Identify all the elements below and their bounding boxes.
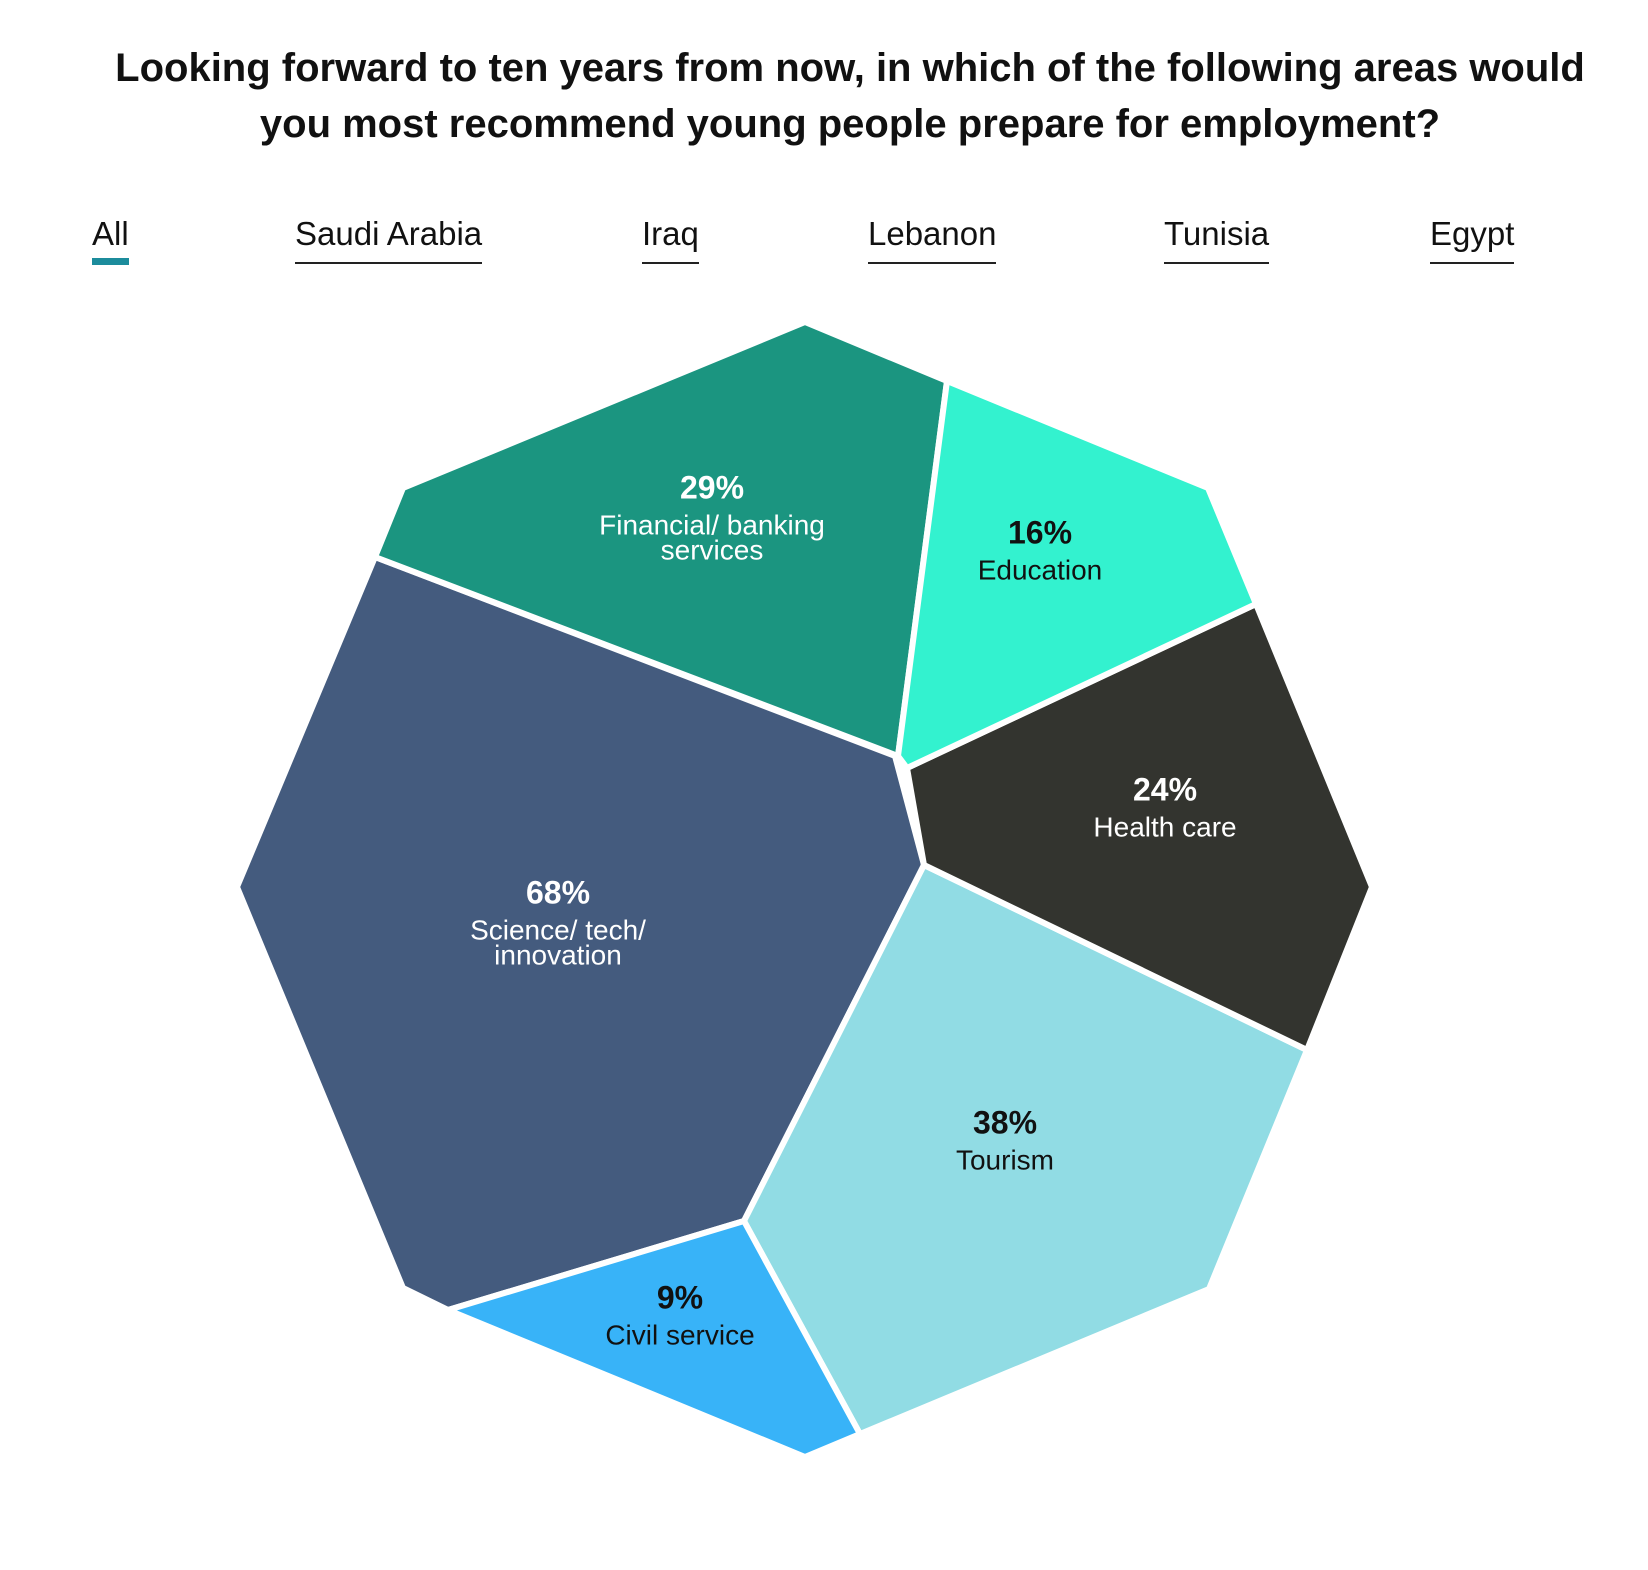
value-label-science-tech-innovation: 68% [526, 874, 590, 910]
category-label-financial-banking-services: Financial/ banking [599, 509, 825, 540]
country-tabs: All Saudi Arabia Iraq Lebanon Tunisia Eg… [0, 214, 1648, 274]
tab-tunisia[interactable]: Tunisia [1164, 214, 1270, 264]
category-label-financial-banking-services: services [661, 534, 764, 565]
value-label-financial-banking-services: 29% [680, 469, 744, 505]
tab-lebanon[interactable]: Lebanon [868, 214, 997, 264]
category-label-education: Education [978, 554, 1103, 585]
value-label-civil-service: 9% [657, 1279, 703, 1315]
chart-title: Looking forward to ten years from now, i… [115, 46, 1585, 146]
tab-egypt[interactable]: Egypt [1430, 214, 1515, 264]
category-label-civil-service: Civil service [605, 1319, 754, 1350]
tab-all[interactable]: All [92, 214, 129, 265]
category-label-science-tech-innovation: innovation [494, 939, 622, 970]
value-label-tourism: 38% [973, 1104, 1037, 1140]
tab-iraq[interactable]: Iraq [642, 214, 699, 264]
cell-financial-banking-services[interactable] [372, 319, 950, 759]
value-label-health-care: 24% [1133, 771, 1197, 807]
value-label-education: 16% [1008, 514, 1072, 550]
tab-saudi-arabia[interactable]: Saudi Arabia [295, 214, 483, 264]
category-label-health-care: Health care [1093, 811, 1236, 842]
cell-civil-service[interactable] [445, 1218, 863, 1460]
category-label-science-tech-innovation: Science/ tech/ [470, 914, 646, 945]
category-label-tourism: Tourism [956, 1144, 1054, 1175]
cell-education[interactable] [895, 378, 1259, 771]
